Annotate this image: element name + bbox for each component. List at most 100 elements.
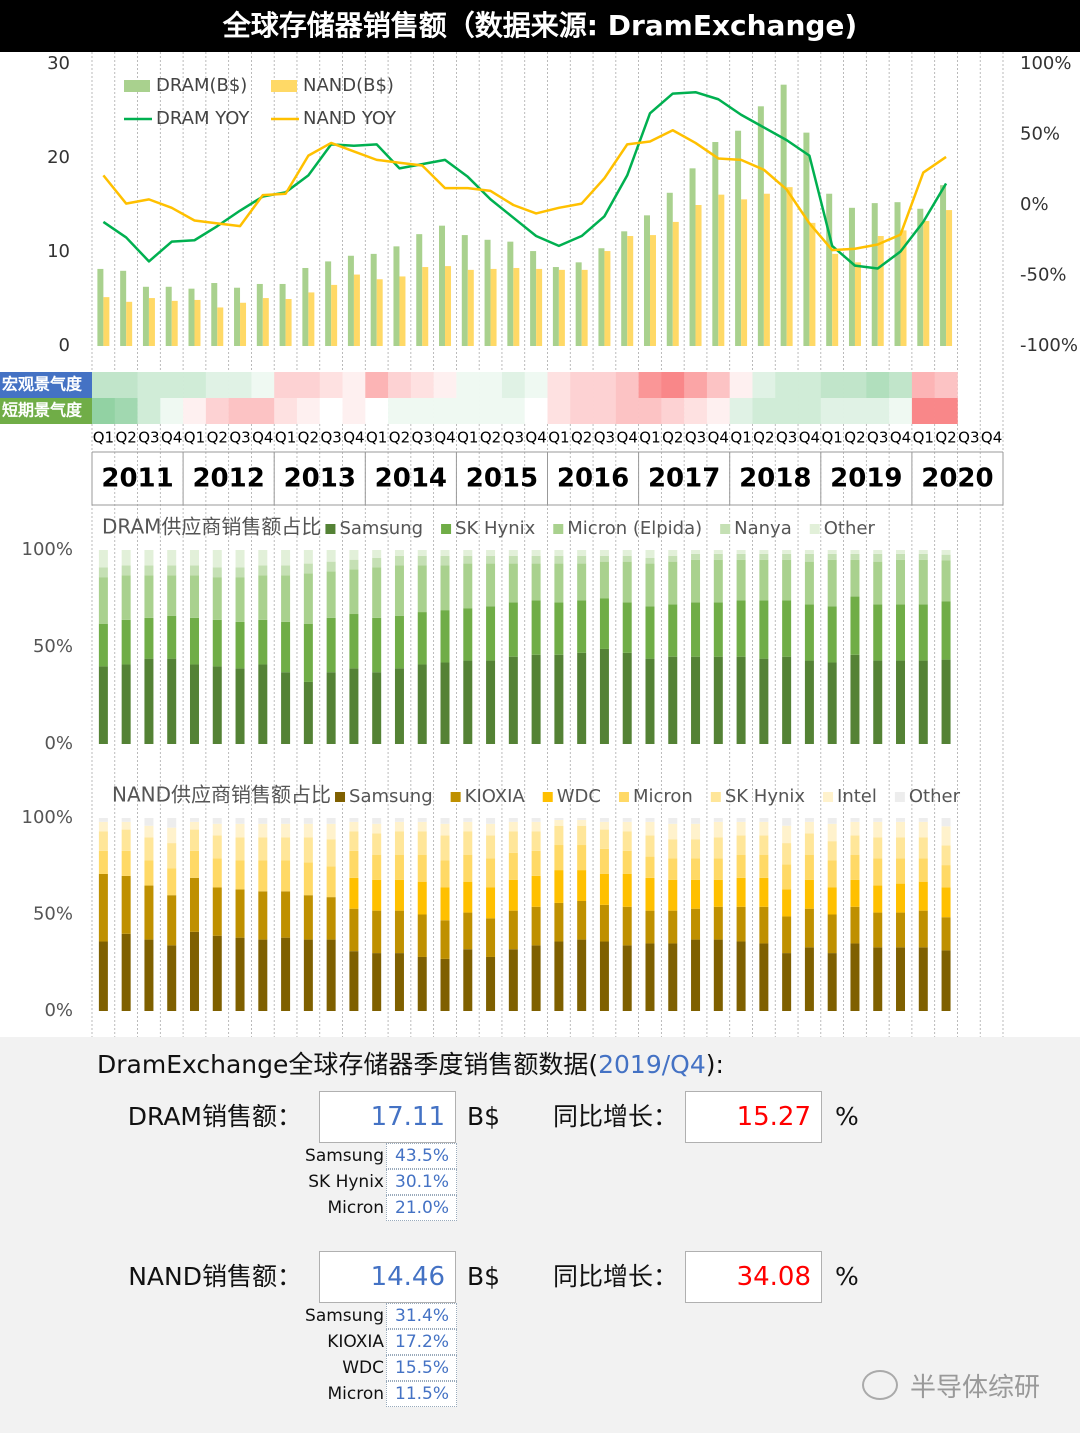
stack-segment [804,561,814,605]
stack-segment [303,895,313,940]
stack-segment [599,848,609,874]
stack-segment [349,831,359,851]
stack-segment [896,947,906,1011]
heat-cell [889,372,913,398]
stack-segment [713,837,723,859]
bar [513,267,520,346]
stack-segment [896,883,906,913]
share-value: 31.4% [386,1303,457,1329]
stack-segment [235,818,245,824]
stack-segment [98,818,108,822]
share-value: 15.5% [386,1355,457,1381]
stack-segment [394,953,404,1011]
stack-segment [782,553,792,560]
stack-segment [577,900,587,940]
x-tick-label: Q3 [320,429,341,447]
stack-segment [827,823,837,842]
stack-segment [668,604,678,657]
bar [923,220,930,346]
stack-segment [896,553,906,560]
y-tick-label: 10 [47,241,70,262]
bar [757,106,764,346]
stack-segment [394,565,404,616]
bar [347,255,354,346]
stack-segment [144,939,154,1011]
legend-marker [823,792,834,802]
stack-segment [622,602,632,653]
bar [621,231,628,346]
stack-segment [463,854,473,882]
stack-segment [281,818,291,824]
stack-segment [281,575,291,622]
bar [581,269,588,346]
stack-segment [804,879,814,909]
stack-segment [599,561,609,599]
year-label: 2016 [557,464,629,494]
stack-segment [736,906,746,942]
bar [672,221,679,346]
stack-segment [804,818,814,822]
stack-segment [508,818,518,822]
bar [854,262,861,346]
stack-segment [622,850,632,874]
legend-label: Intel [837,786,877,807]
share-value: 11.5% [386,1381,457,1407]
stack-segment [554,550,564,556]
bar [877,236,884,346]
stack-segment [235,889,245,938]
heat-cell [365,372,389,398]
stack-segment [235,567,245,578]
stack-segment [713,821,723,838]
stack-segment [804,833,814,855]
stack-segment [896,837,906,859]
stack-segment [873,660,883,744]
heat-row-label: 短期景气度 [2,401,83,420]
stack-segment [212,577,222,620]
stack-segment [144,575,154,618]
share-name: SK Hynix [308,1172,384,1192]
x-tick-label: Q2 [753,429,774,447]
summary-panel: DramExchange全球存储器季度销售额数据(2019/Q4): DRAM销… [0,1037,1080,1433]
stack-segment [486,660,496,744]
heat-cell [752,398,776,424]
bar [604,251,611,346]
heat-cell [661,398,685,424]
stack-segment [372,823,382,834]
x-tick-label: Q3 [958,429,979,447]
stack-segment [736,656,746,744]
stack-segment [531,906,541,946]
heat-cell [593,372,617,398]
heading-suffix: ): [705,1050,724,1079]
stack-segment [417,555,427,566]
stack-segment [873,553,883,562]
stack-segment [212,567,222,578]
stack-segment [850,854,860,880]
stack-segment [736,835,746,855]
stack-segment [121,875,131,934]
stack-segment [554,555,564,564]
bar [211,283,218,346]
stack-segment [440,662,450,744]
stack-segment [713,906,723,940]
stack-segment [873,550,883,554]
stack-segment [577,819,587,826]
stack-segment [121,664,131,744]
stack-segment [486,887,496,919]
heat-cell [456,372,480,398]
stack-segment [736,559,746,601]
y-tick-label: 0% [44,733,73,754]
bar [285,299,292,346]
stack-segment [941,917,951,951]
legend-label: NAND YOY [303,108,397,129]
heat-cell [479,398,503,424]
stack-segment [668,550,678,556]
stack-segment [668,656,678,744]
stack-segment [918,837,928,859]
y-tick-label: 50% [33,636,73,657]
stack-segment [463,881,473,913]
stack-segment [281,672,291,744]
stack-segment [918,559,928,605]
stack-segment [691,602,701,657]
x-tick-label: Q3 [685,429,706,447]
bar [598,248,605,346]
